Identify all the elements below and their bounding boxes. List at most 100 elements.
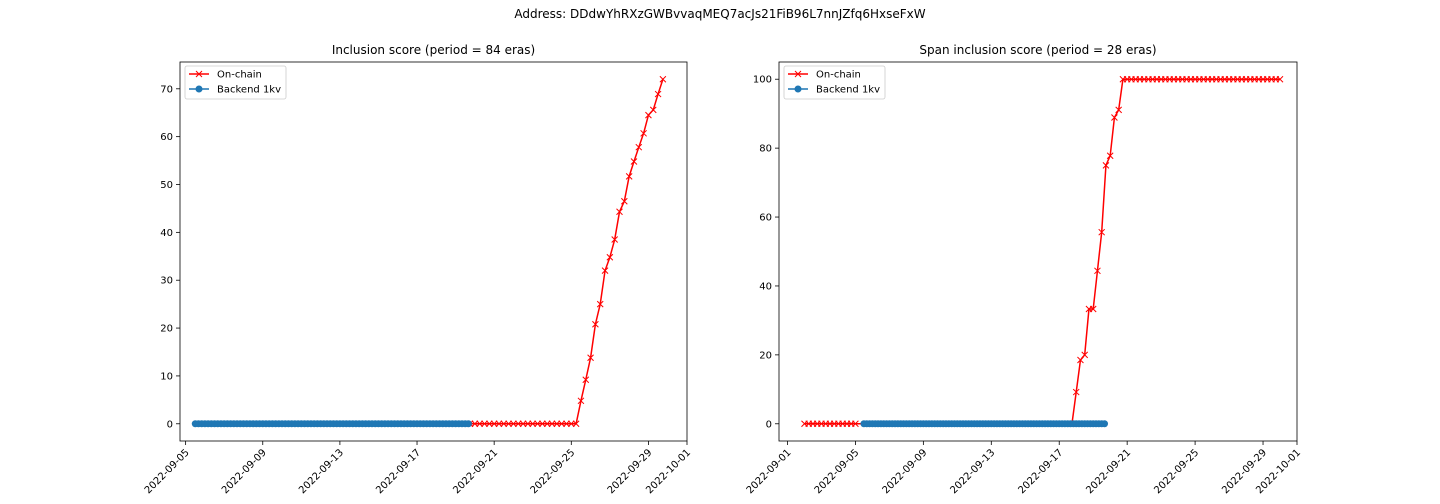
x-tick-label: 2022-09-21 [451, 447, 500, 496]
legend-label-backend-1kv: Backend 1kv [816, 85, 880, 96]
data-point [852, 420, 859, 428]
x-tick-label: 2022-09-13 [949, 447, 998, 496]
data-point [572, 420, 580, 428]
legend-box [184, 65, 287, 100]
data-point [563, 420, 570, 428]
series-line-on-chain [804, 78, 1281, 425]
data-point [500, 420, 508, 428]
data-point [630, 158, 638, 165]
x-tick-label: 2022-09-09 [220, 447, 269, 496]
data-point [1094, 267, 1101, 275]
data-point [1111, 114, 1118, 121]
legend-marker-backend-1kv [195, 85, 203, 93]
x-tick-label: 2022-09-21 [1084, 447, 1133, 496]
data-point [620, 197, 628, 205]
data-point [1077, 356, 1084, 364]
data-point [567, 420, 575, 428]
data-point [1106, 152, 1114, 160]
data-point [606, 253, 614, 261]
data-point [510, 420, 517, 428]
data-point [495, 420, 503, 428]
x-tick-label: 2022-09-25 [1152, 447, 1201, 496]
data-point [524, 420, 532, 428]
data-point [481, 420, 488, 428]
data-point [543, 420, 551, 428]
series-on-chain [466, 75, 667, 428]
data-point [1115, 106, 1123, 114]
data-point [476, 420, 484, 428]
y-tick-label: 70 [160, 84, 173, 95]
legend-box [783, 65, 886, 100]
data-point [640, 129, 647, 137]
y-tick-label: 40 [160, 228, 173, 239]
data-point [519, 420, 527, 428]
data-point [1098, 228, 1106, 236]
data-point [539, 420, 546, 428]
x-tick-label: 2022-09-01 [745, 447, 794, 496]
data-point [558, 420, 566, 428]
y-tick-label: 10 [160, 371, 173, 382]
legend-label-on-chain: On-chain [217, 70, 262, 81]
data-point [529, 420, 537, 428]
data-point [592, 320, 599, 328]
data-point [654, 90, 662, 98]
y-tick-label: 20 [160, 324, 173, 335]
legend-label-backend-1kv: Backend 1kv [217, 85, 281, 96]
axes-frame [778, 61, 1298, 442]
data-point [1276, 75, 1284, 83]
figure-suptitle: Address: DDdwYhRXzGWBvvaqMEQ7acJs21FiB96… [514, 7, 926, 21]
legend-marker-backend-1kv [794, 85, 802, 93]
x-tick-label: 2022-09-25 [529, 447, 578, 496]
legend: On-chain Backend 1kv [184, 65, 287, 100]
y-tick-label: 60 [160, 132, 173, 143]
data-point [505, 420, 512, 428]
series-on-chain [801, 75, 1284, 428]
plot-area [801, 75, 1284, 428]
data-point [514, 420, 522, 428]
series-backend-1kv [191, 420, 472, 428]
y-tick-label: 30 [160, 276, 173, 287]
data-point [485, 420, 493, 428]
data-point [596, 300, 604, 308]
x-tick-label: 2022-09-05 [143, 447, 192, 496]
y-tick-label: 50 [160, 180, 173, 191]
legend-label-on-chain: On-chain [816, 70, 861, 81]
y-tick-label: 0 [766, 419, 772, 430]
chart-title: Inclusion score (period = 84 eras) [332, 43, 535, 57]
y-tick-label: 0 [167, 419, 173, 430]
data-point [534, 420, 541, 428]
data-point [611, 236, 619, 243]
plot-area [191, 75, 667, 428]
y-tick-label: 40 [759, 281, 772, 292]
x-tick-label: 2022-09-17 [1016, 447, 1065, 496]
data-point [649, 106, 657, 114]
chart-title: Span inclusion score (period = 28 eras) [919, 43, 1156, 57]
data-point [625, 173, 633, 180]
data-point [1081, 351, 1089, 359]
x-tick-label: 2022-09-09 [881, 447, 930, 496]
data-point [1072, 388, 1080, 396]
x-tick-label: 2022-09-13 [297, 447, 346, 496]
legend: On-chain Backend 1kv [783, 65, 886, 100]
x-tick-label: 2022-09-05 [813, 447, 862, 496]
data-point [659, 75, 667, 83]
data-point [645, 111, 652, 119]
data-point [1089, 305, 1097, 313]
data-point [582, 376, 590, 384]
data-point [548, 420, 556, 428]
chart-panel-2: Span inclusion score (period = 28 eras) 0… [745, 43, 1303, 496]
series-line-on-chain [470, 78, 664, 425]
legend-marker-on-chain [794, 70, 802, 78]
data-point [1101, 420, 1109, 428]
y-tick-label: 60 [759, 213, 772, 224]
y-tick-label: 100 [753, 75, 772, 86]
data-point [553, 420, 561, 428]
data-point [587, 354, 594, 362]
legend-marker-on-chain [195, 70, 203, 78]
data-point [490, 420, 498, 428]
y-tick-label: 80 [759, 144, 772, 155]
data-point [471, 420, 479, 428]
data-point [577, 397, 585, 405]
y-tick-label: 20 [759, 350, 772, 361]
